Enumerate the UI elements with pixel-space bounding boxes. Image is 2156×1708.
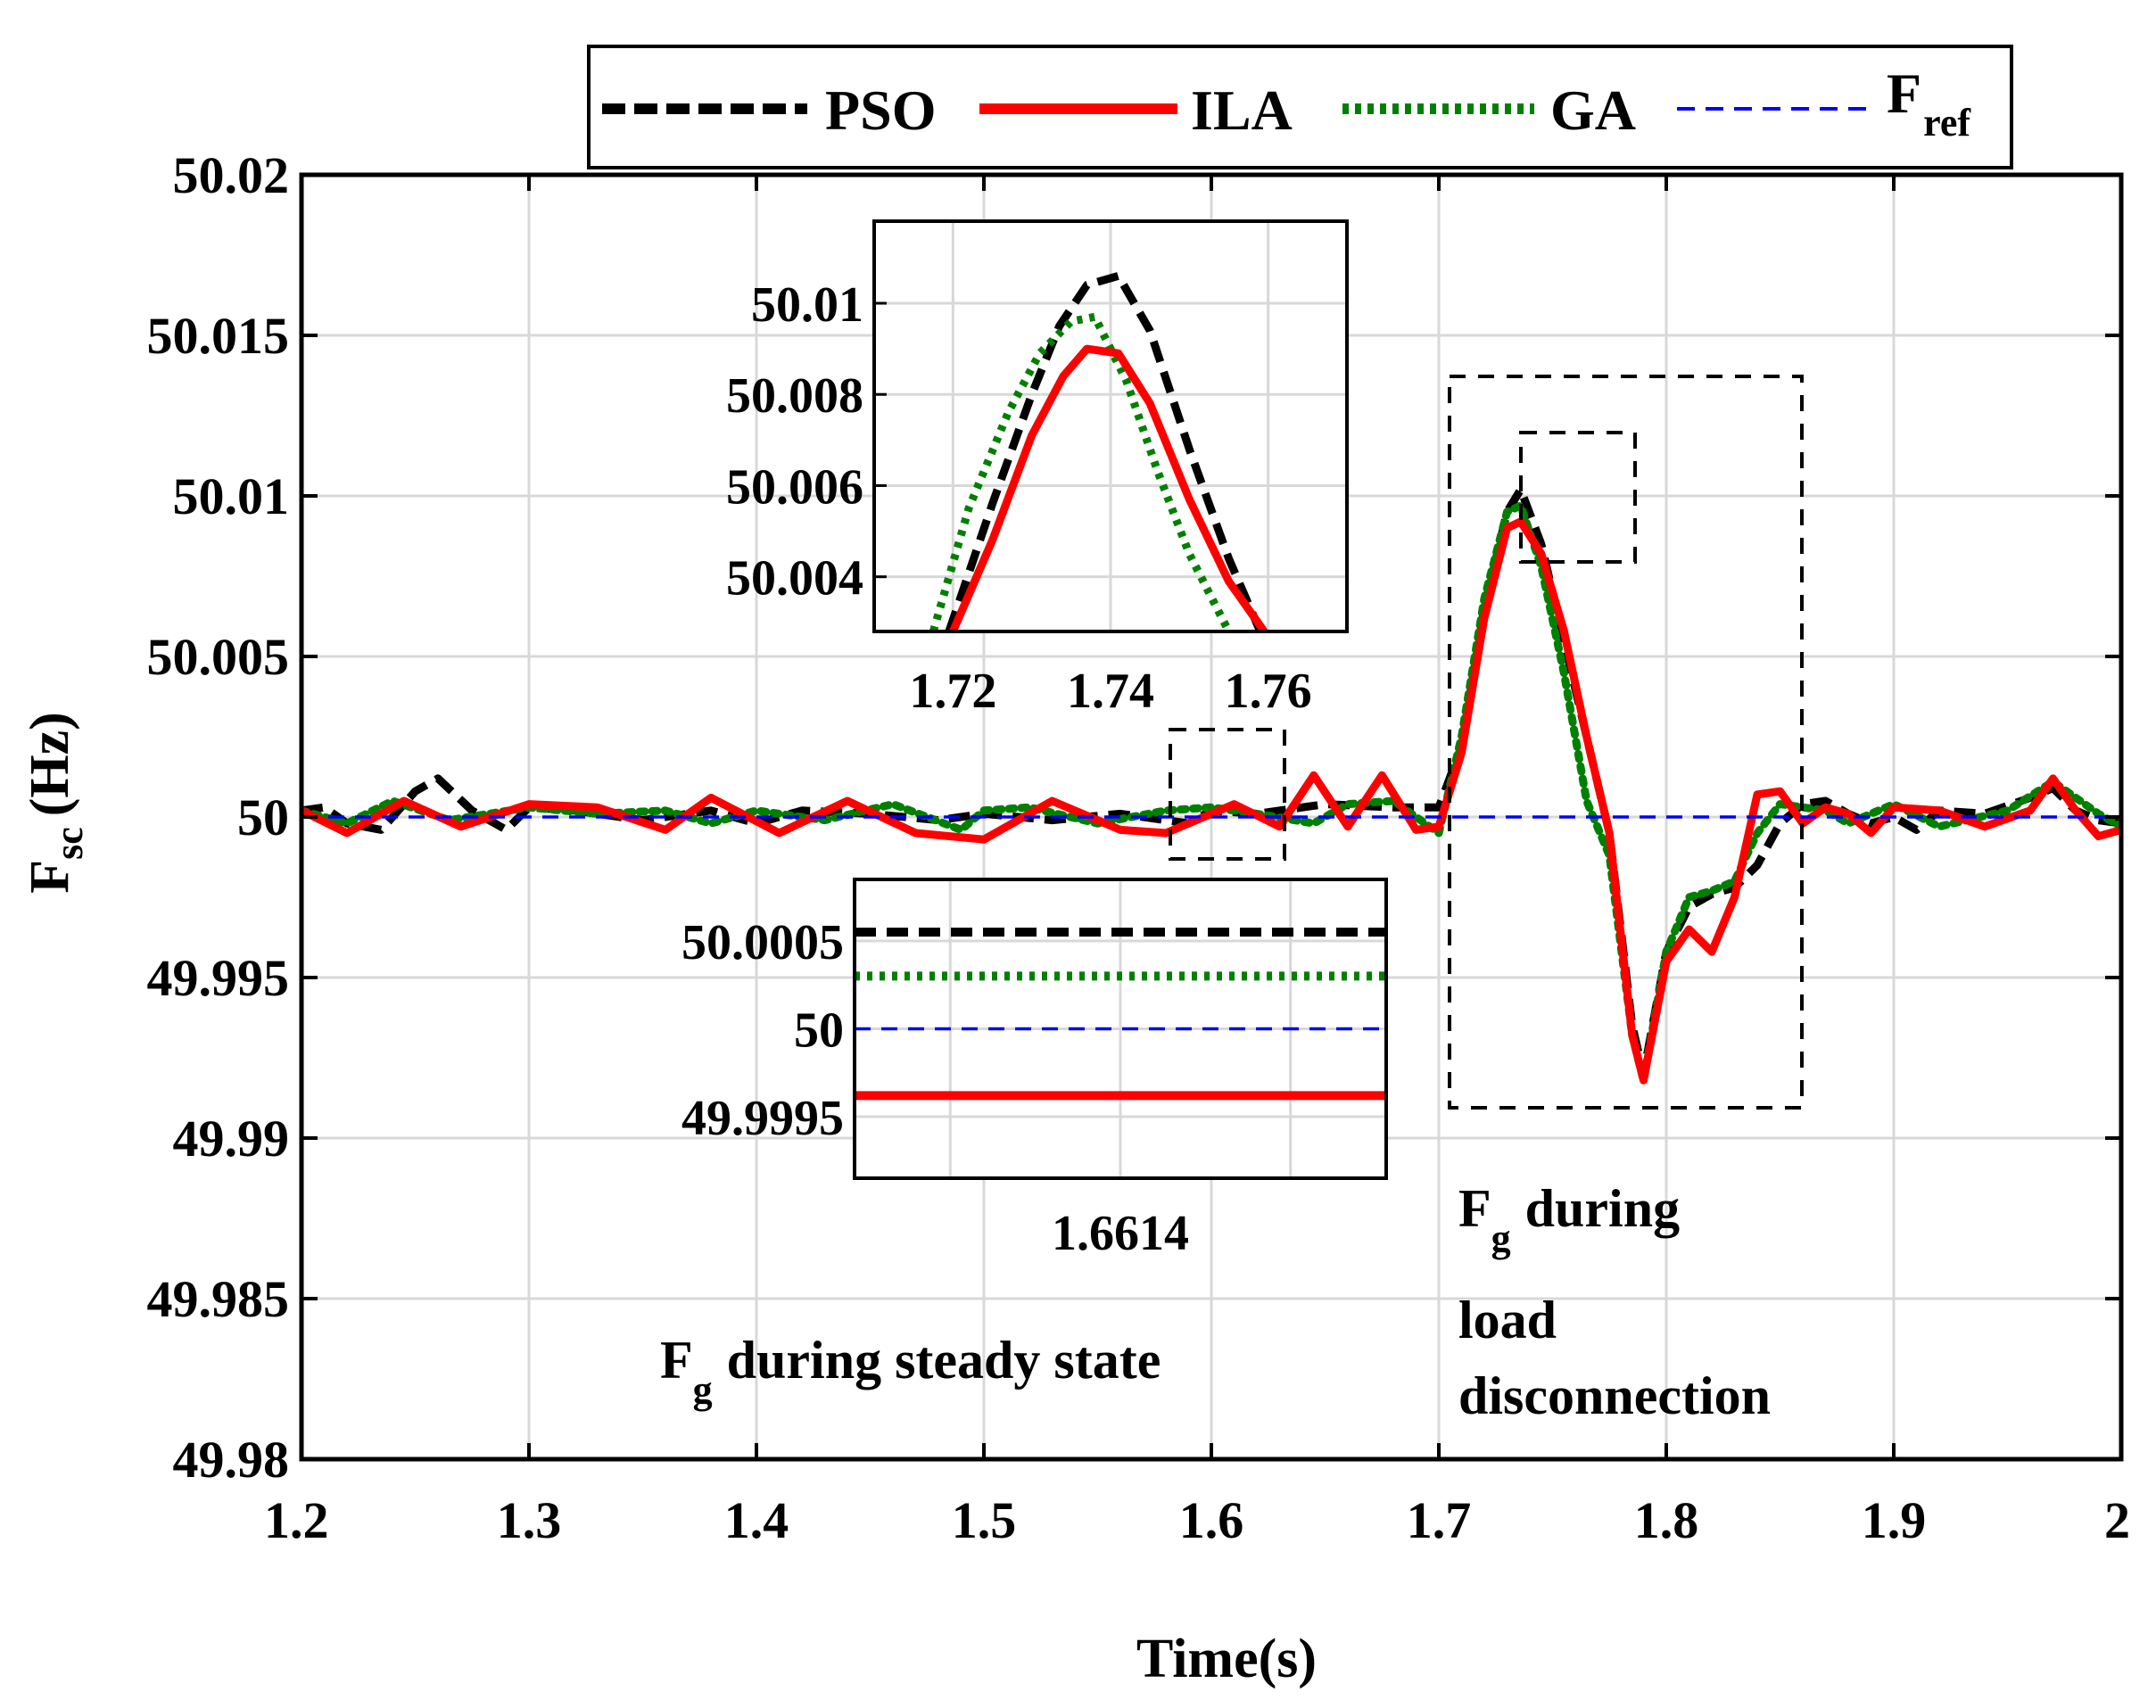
y-tick-label-6: 50.01 [173, 467, 290, 525]
series-line-ila [302, 517, 2121, 1085]
x-tick-label-2: 1.4 [724, 1491, 789, 1549]
annotation-steady-text: during steady state [727, 1331, 1161, 1390]
y-axis-title: Fsc (Hz) [20, 712, 91, 894]
steady-zoom-box [1169, 728, 1286, 861]
load-event-box [1448, 375, 1804, 1110]
legend-label-pso: PSO [825, 78, 936, 142]
svg-text:Fsc(Hz): Fsc (Hz) [20, 712, 91, 894]
inset-steady-frame [853, 878, 1388, 1180]
y-tick-label-1: 49.985 [147, 1270, 290, 1328]
inset-steady-series [855, 928, 1386, 1101]
inset1-x-tick-label-2: 1.76 [1225, 664, 1312, 719]
x-tick-label-5: 1.7 [1407, 1491, 1472, 1549]
annotation-load-line1: Fgduring [1458, 1179, 1680, 1260]
inset-peak-frame [872, 219, 1349, 633]
legend-label-fref-main: F [1887, 62, 1921, 125]
inset1-y-tick-label-2: 50.008 [726, 368, 863, 424]
x-axis-title: Time(s) [1136, 1629, 1317, 1689]
x-tick-label-8: 2 [2104, 1491, 2130, 1549]
inset-peak-series [929, 271, 1268, 631]
inset2-x-tick-label-0: 1.6614 [1052, 1206, 1189, 1261]
x-tick-label-7: 1.9 [1862, 1491, 1927, 1549]
y-tick-label-5: 50.005 [147, 628, 290, 686]
y-tick-label-4: 50 [237, 788, 289, 846]
inset1-y-tick-label-0: 50.004 [726, 551, 863, 606]
legend: PSO ILA GA Fref [587, 45, 2013, 169]
y-tick-label-3: 49.995 [147, 949, 290, 1007]
inset-peak-zoom: 1.72 1.74 1.76 50.004 50.006 50.008 50.01 [726, 219, 1349, 719]
annotation-steady-state: Fg during steady state [660, 1331, 1161, 1412]
inset-steady-ticks: 49.9995 50 50.0005 1.6614 [681, 915, 1189, 1261]
y-tick-label-2: 49.99 [173, 1110, 290, 1168]
annotation-load-sub: g [1491, 1217, 1511, 1260]
annotation-steady-main: F [660, 1331, 693, 1390]
inset2-y-tick-label-1: 50 [794, 1003, 844, 1059]
inset1-x-tick-label-1: 1.74 [1067, 664, 1154, 719]
inset1-x-tick-label-0: 1.72 [909, 664, 996, 719]
inset2-y-tick-label-0: 49.9995 [681, 1091, 844, 1146]
inset1-line-ga [929, 312, 1233, 631]
annotation-steady-sub: g [693, 1368, 713, 1412]
inset1-y-tick-label-3: 50.01 [751, 277, 863, 333]
main-ticks: 1.2 1.3 1.4 1.5 1.6 1.7 1.8 1.9 2 49.98 49.985 49.9… [147, 146, 2131, 1549]
inset-steady-zoom: 49.9995 50 50.0005 1.6614 [681, 878, 1388, 1261]
inset-peak-grid [874, 221, 1347, 631]
x-tick-label-0: 1.2 [264, 1491, 329, 1549]
annotation-load-line3: disconnection [1458, 1366, 1771, 1425]
legend-label-ga: GA [1550, 78, 1636, 142]
inset-peak-ticks: 1.72 1.74 1.76 50.004 50.006 50.008 50.01 [726, 277, 1312, 719]
legend-label-fref-sub: ref [1923, 101, 1971, 144]
inset2-y-tick-label-2: 50.0005 [681, 915, 844, 970]
y-axis-title-unit: (Hz) [20, 712, 80, 816]
inset1-line-pso [945, 271, 1264, 631]
y-tick-label-7: 50.015 [147, 307, 290, 365]
annotation-load-during: during [1525, 1179, 1680, 1238]
annotation-load-line2: load [1458, 1291, 1557, 1349]
inset1-y-tick-label-1: 50.006 [726, 459, 863, 515]
y-axis-title-main: F [20, 860, 80, 894]
x-tick-label-1: 1.3 [497, 1491, 562, 1549]
inset1-line-ila [949, 344, 1268, 631]
annotation-load-main: F [1458, 1179, 1491, 1238]
x-tick-label-4: 1.6 [1179, 1491, 1244, 1549]
y-tick-label-0: 49.98 [173, 1431, 290, 1489]
y-axis-title-sub: sc [47, 827, 91, 860]
main-series [302, 485, 2121, 1085]
y-tick-label-8: 50.02 [173, 146, 290, 204]
legend-label-ila: ILA [1191, 78, 1293, 142]
x-tick-label-3: 1.5 [952, 1491, 1017, 1549]
legend-label-fref: Fref [1887, 62, 1971, 144]
x-tick-label-6: 1.8 [1634, 1491, 1699, 1549]
peak-zoom-box [1519, 431, 1637, 564]
